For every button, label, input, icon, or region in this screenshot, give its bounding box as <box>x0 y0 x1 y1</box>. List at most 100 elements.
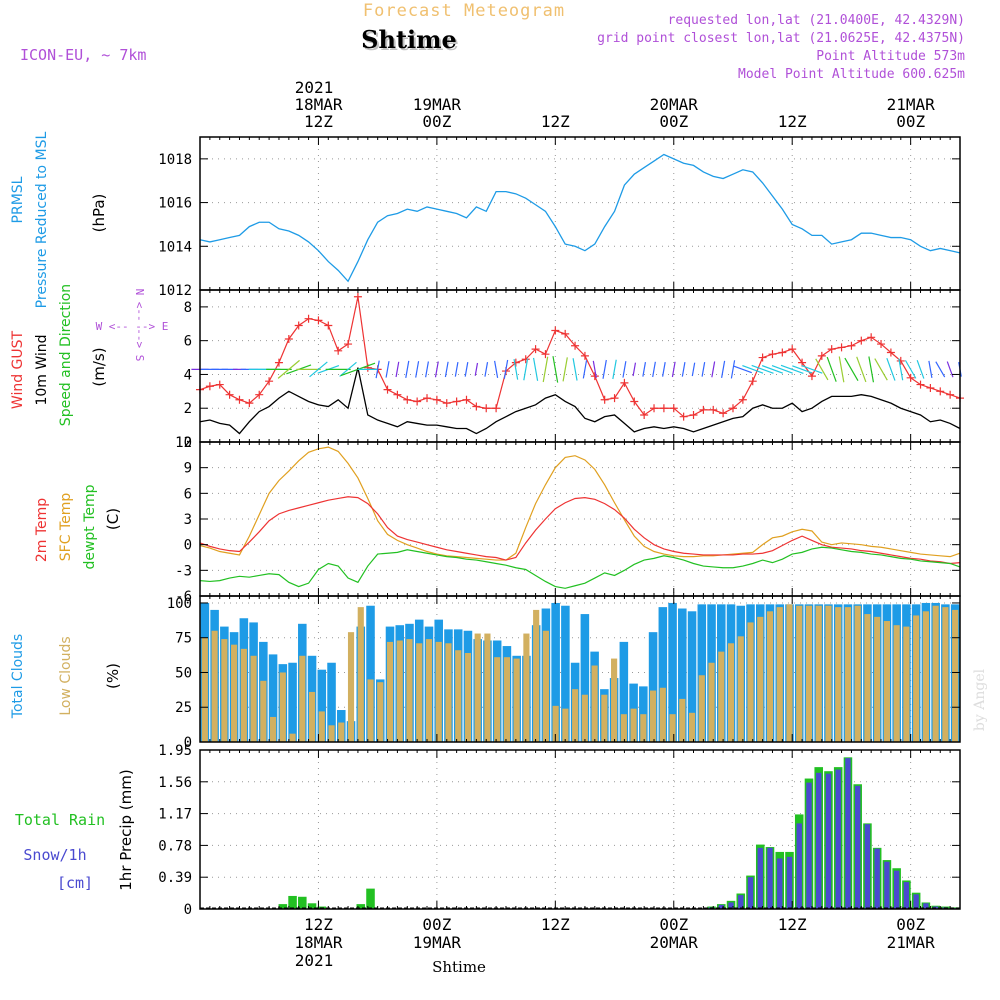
wind-direction-arrow <box>671 361 676 378</box>
top-time-label: 00Z <box>422 112 451 131</box>
wind-direction-arrow <box>632 362 637 377</box>
wind-compass-we: W <-- --> E <box>96 320 169 333</box>
low-cloud-bar <box>796 605 803 742</box>
wind-gust-label: Wind GUST <box>10 330 26 409</box>
snow-bar <box>884 861 890 909</box>
gust-point <box>620 378 629 387</box>
gust-point <box>511 358 520 367</box>
low-cloud-bar <box>825 605 832 742</box>
low-cloud-bar <box>776 607 783 742</box>
low-cloud-bar <box>844 607 852 742</box>
total-cloud-bar <box>668 602 677 742</box>
bottom-time-label: 00Z <box>659 915 688 934</box>
wind-direction-arrow <box>523 358 529 381</box>
snow-bar <box>913 894 919 909</box>
wind-direction-arrow <box>434 361 439 378</box>
wind-direction-arrow <box>572 358 578 381</box>
low-cloud-bar <box>523 633 530 742</box>
snow-bar <box>864 824 871 909</box>
low-cloud-bar <box>552 705 559 742</box>
low-cloud-bar <box>328 725 335 742</box>
top-date-label: 21MAR <box>887 95 936 114</box>
total-cloud-bar <box>268 654 278 742</box>
low-cloud-bar <box>747 622 754 742</box>
gust-point <box>896 356 905 365</box>
bottom-time-label: 00Z <box>896 915 925 934</box>
wind-direction-arrow <box>652 361 656 378</box>
bottom-time-label: 12Z <box>778 915 807 934</box>
low-cloud-bar <box>299 655 306 742</box>
low-cloud-bar <box>221 639 228 742</box>
watermark: by Angel <box>972 668 988 731</box>
wind-direction-arrow <box>542 356 549 383</box>
gust-point <box>344 340 353 349</box>
precip-panel <box>200 757 960 909</box>
gust-point <box>255 390 264 399</box>
wind-direction-arrow <box>405 360 410 378</box>
total-rain-label: Total Rain <box>15 811 105 829</box>
pressure-frame <box>199 136 961 291</box>
gust-point <box>817 351 826 360</box>
wind-direction-arrow <box>513 359 519 380</box>
temp-y-tick-label: 0 <box>184 538 192 554</box>
sfc-temp-line <box>199 446 961 561</box>
wind-direction-arrow <box>886 357 896 381</box>
wind-direction-arrow <box>868 356 875 383</box>
gust-point <box>867 333 876 342</box>
temp-y-tick-label: 3 <box>184 512 192 528</box>
snow-bar <box>806 782 812 909</box>
snow-bar <box>835 769 841 909</box>
low-cloud-bar <box>893 625 900 742</box>
snow-bar <box>728 902 734 909</box>
gust-point <box>837 343 846 352</box>
low-cloud-bar <box>903 626 910 742</box>
low-cloud-bar <box>250 655 257 742</box>
gust-point <box>492 404 501 413</box>
gust-point <box>393 390 402 399</box>
gust-point <box>442 399 451 408</box>
gust-point <box>541 350 550 359</box>
low-cloud-bar <box>698 675 705 742</box>
gust-point <box>452 397 461 406</box>
wind-direction-arrow <box>874 358 888 381</box>
gust-point <box>630 397 639 406</box>
clouds-frame <box>199 595 961 743</box>
low-cloud-bar <box>757 616 764 742</box>
gust-point <box>610 394 619 403</box>
low-cloud-bar <box>542 630 549 742</box>
snow-bar <box>893 870 900 909</box>
temp-dewpt-label: dewpt Temp <box>82 484 98 569</box>
wind-direction-arrow <box>444 361 449 378</box>
low-cloud-bar <box>240 648 247 742</box>
rain-bar <box>366 888 375 909</box>
low-cloud-bar <box>201 637 208 742</box>
low-cloud-bar <box>406 639 413 742</box>
low-cloud-bar <box>279 672 286 742</box>
bottom-date-label: 20MAR <box>650 933 699 952</box>
top-date-label: 20MAR <box>650 95 699 114</box>
low-cloud-bar <box>932 605 939 742</box>
top-time-label: 12Z <box>778 112 807 131</box>
snow-bar <box>767 847 773 909</box>
wind-direction-arrow <box>425 361 429 378</box>
wind-direction-arrow <box>721 360 726 378</box>
low-cloud-bar <box>396 640 403 742</box>
gust-point <box>788 345 797 354</box>
temp-sfc-label: SFC Temp <box>58 493 74 562</box>
top-year-label: 2021 <box>295 78 334 97</box>
low-cloud-bar <box>630 708 637 742</box>
total-clouds-label: Total Clouds <box>10 634 26 719</box>
precip-y-tick-label: 0 <box>184 902 192 918</box>
wind-direction-arrow <box>898 358 904 381</box>
temp-y-tick-label: 9 <box>184 461 192 477</box>
low-cloud-bar <box>445 643 452 742</box>
low-cloud-bar <box>864 614 871 742</box>
wind-panel <box>191 292 964 435</box>
wind-direction-arrow <box>612 359 617 380</box>
temperature-panel <box>199 446 961 589</box>
wind-y-tick-label: 2 <box>184 401 192 417</box>
gust-point <box>709 405 718 414</box>
low-cloud-bar <box>601 694 608 742</box>
